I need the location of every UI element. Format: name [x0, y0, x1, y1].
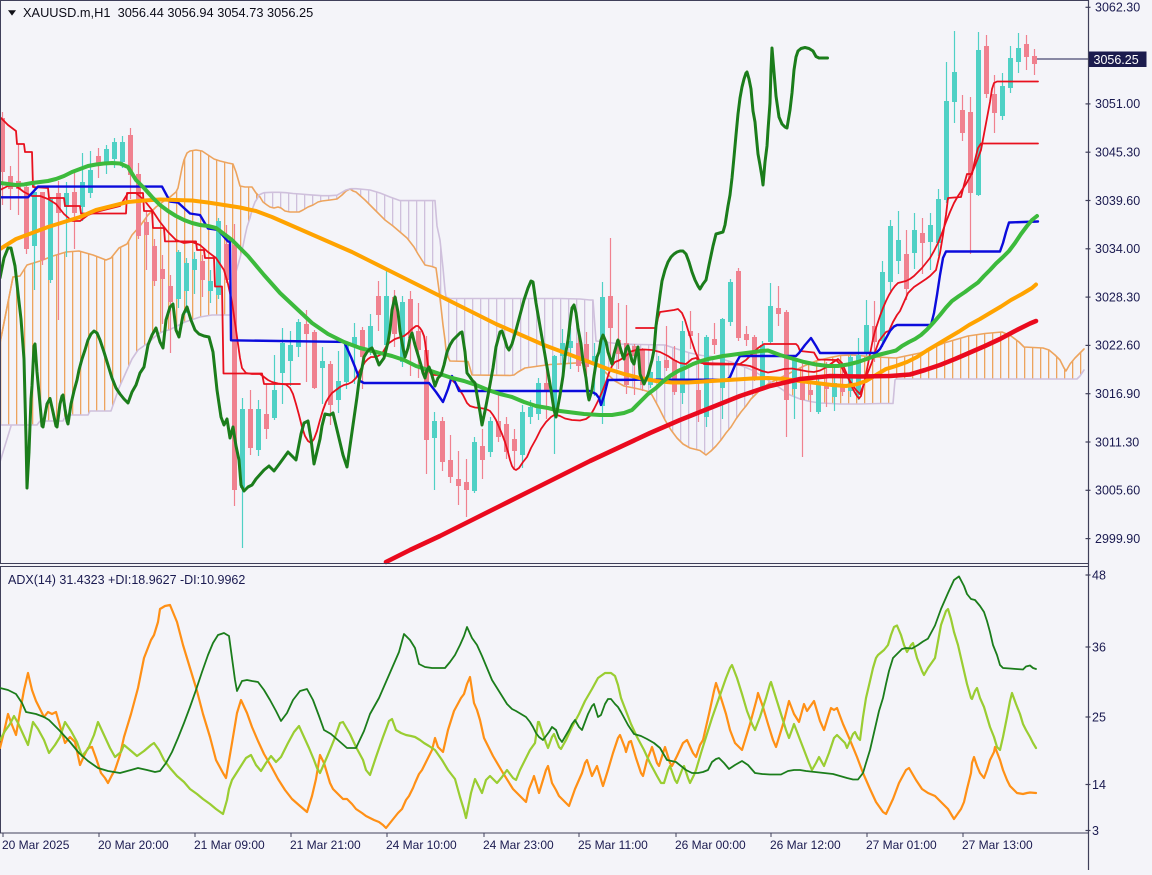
svg-text:26 Mar 12:00: 26 Mar 12:00 [770, 838, 841, 852]
svg-text:2999.90: 2999.90 [1095, 532, 1140, 546]
svg-text:27 Mar 01:00: 27 Mar 01:00 [866, 838, 937, 852]
svg-text:3028.30: 3028.30 [1095, 290, 1140, 304]
svg-text:3062.30: 3062.30 [1095, 1, 1140, 15]
svg-text:25 Mar 11:00: 25 Mar 11:00 [578, 838, 648, 852]
svg-text:20 Mar 2025: 20 Mar 2025 [2, 838, 70, 852]
svg-text:3016.90: 3016.90 [1095, 387, 1140, 401]
svg-text:27 Mar 13:00: 27 Mar 13:00 [962, 838, 1033, 852]
svg-text:ADX(14) 31.4323 +DI:18.9627 -D: ADX(14) 31.4323 +DI:18.9627 -DI:10.9962 [8, 573, 245, 587]
svg-text:XAUUSD.m,H1 3056.44 3056.94 3: XAUUSD.m,H1 3056.44 3056.94 3054.73 3056… [23, 5, 313, 20]
svg-text:26 Mar 00:00: 26 Mar 00:00 [675, 838, 746, 852]
svg-text:36: 36 [1092, 640, 1106, 654]
svg-text:3051.00: 3051.00 [1095, 97, 1140, 111]
svg-text:24 Mar 23:00: 24 Mar 23:00 [483, 838, 554, 852]
svg-text:3005.60: 3005.60 [1095, 484, 1140, 498]
svg-text:3056.25: 3056.25 [1094, 53, 1139, 67]
svg-text:21 Mar 09:00: 21 Mar 09:00 [194, 838, 265, 852]
svg-text:20 Mar 20:00: 20 Mar 20:00 [98, 838, 169, 852]
svg-text:25: 25 [1092, 710, 1106, 724]
svg-text:3039.60: 3039.60 [1095, 194, 1140, 208]
svg-text:3: 3 [1092, 824, 1099, 838]
svg-text:3011.30: 3011.30 [1095, 435, 1139, 449]
svg-text:48: 48 [1092, 568, 1106, 582]
svg-text:24 Mar 10:00: 24 Mar 10:00 [386, 838, 457, 852]
svg-text:3045.30: 3045.30 [1095, 146, 1140, 160]
svg-text:14: 14 [1092, 778, 1106, 792]
svg-text:3022.60: 3022.60 [1095, 339, 1140, 353]
svg-text:3034.00: 3034.00 [1095, 242, 1140, 256]
svg-text:21 Mar 21:00: 21 Mar 21:00 [290, 838, 361, 852]
